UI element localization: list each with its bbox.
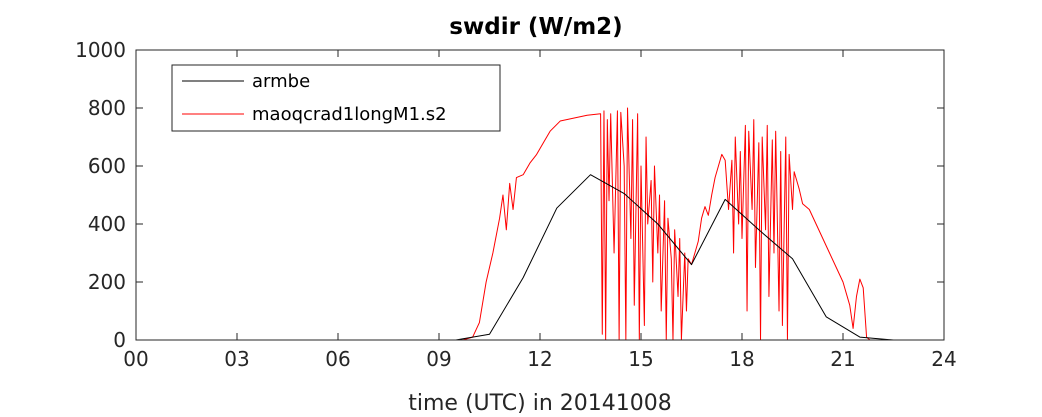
series-line-0 [136, 174, 944, 341]
y-tick-label: 0 [113, 328, 126, 352]
y-tick-label: 1000 [75, 38, 126, 62]
series-layer [136, 107, 944, 341]
x-tick-label: 03 [224, 347, 249, 371]
x-tick-label: 06 [325, 347, 350, 371]
y-tick-label: 800 [88, 96, 126, 120]
x-tick-label: 15 [628, 347, 653, 371]
y-tick-label: 400 [88, 212, 126, 236]
x-tick-label: 00 [123, 347, 148, 371]
legend-label-0: armbe [252, 71, 310, 92]
chart-title: swdir (W/m2) [449, 14, 622, 40]
x-tick-label: 24 [931, 347, 956, 371]
legend-box [171, 64, 501, 132]
legend-label-1: maoqcrad1longM1.s2 [252, 104, 447, 125]
series-line-1 [136, 107, 944, 341]
x-tick-label: 18 [729, 347, 754, 371]
x-axis-label: time (UTC) in 20141008 [408, 391, 672, 416]
x-tick-label: 12 [527, 347, 552, 371]
x-tick-label: 09 [426, 347, 451, 371]
y-tick-label: 600 [88, 154, 126, 178]
legend: armbe maoqcrad1longM1.s2 [171, 64, 501, 132]
y-tick-label: 200 [88, 270, 126, 294]
x-tick-label: 21 [830, 347, 855, 371]
tick-layer: 00 03 06 09 12 15 18 21 24 0 200 400 600 800 1000 [75, 38, 957, 371]
